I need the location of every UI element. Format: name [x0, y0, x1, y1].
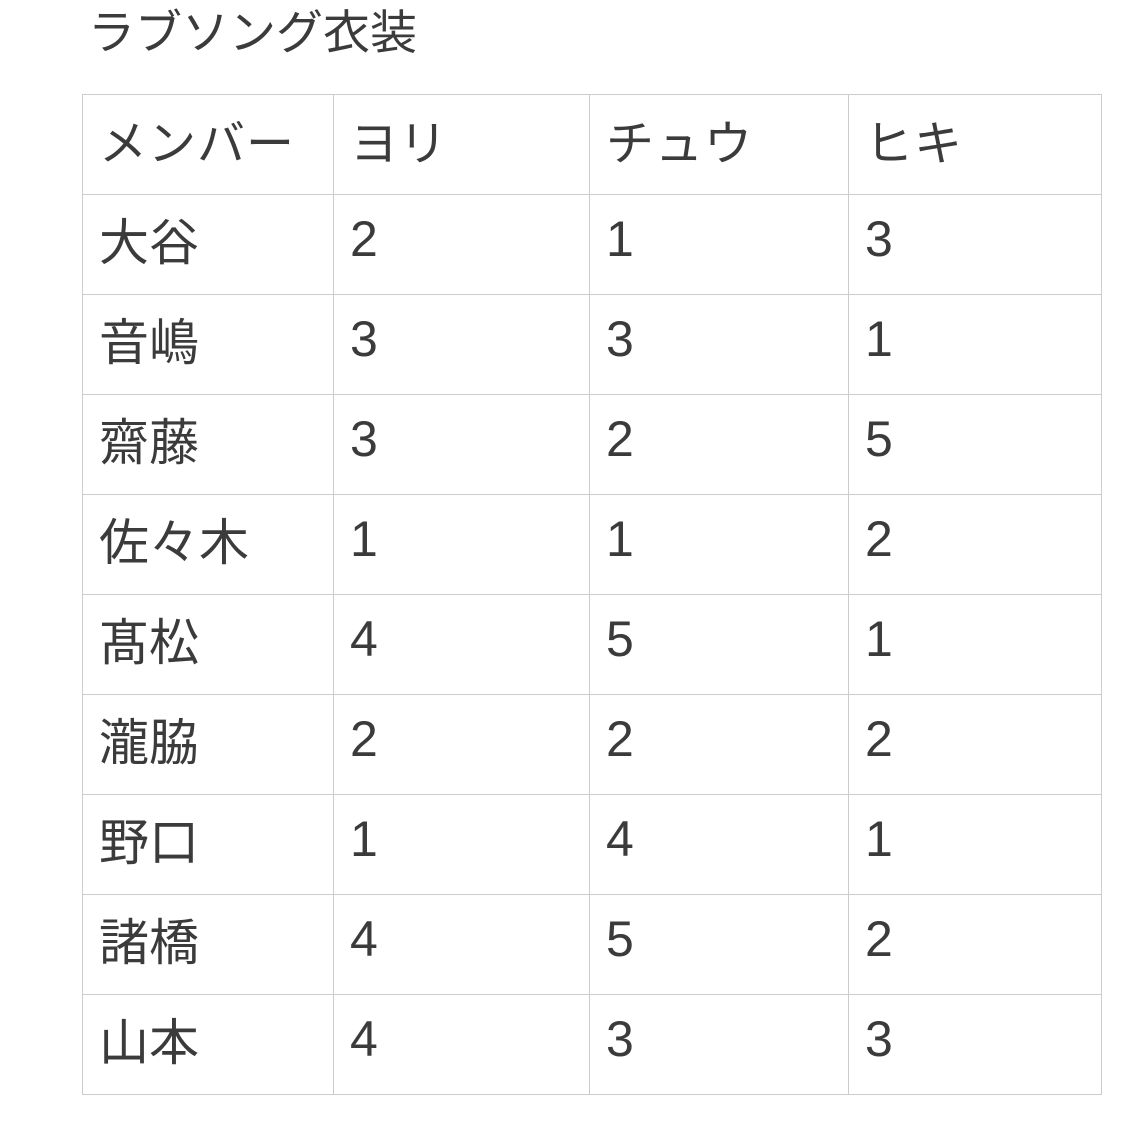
- value-cell: 1: [848, 794, 1102, 896]
- value-cell: 5: [848, 394, 1102, 496]
- table-body: 大谷 2 1 3 音嶋 3 3 1 齋藤 3 2 5 佐々木 1 1 2 髙松 4 5 1 瀧脇 2 2 2 野口 1 4 1 諸橋 4 5…: [82, 194, 1102, 1096]
- column-header-yori: ヨリ: [333, 94, 590, 196]
- value-cell: 1: [848, 594, 1102, 696]
- value-cell: 1: [589, 494, 849, 596]
- value-cell: 1: [333, 794, 590, 896]
- value-cell: 2: [848, 494, 1102, 596]
- page: ラブソング衣装 メンバー ヨリ チュウ ヒキ 大谷 2 1 3 音嶋 3 3 1 齋藤 3 2 5 佐々…: [0, 6, 1121, 1096]
- value-cell: 3: [589, 994, 849, 1096]
- column-header-chuu: チュウ: [589, 94, 849, 196]
- value-cell: 5: [589, 594, 849, 696]
- table-row: 佐々木 1 1 2: [82, 494, 1102, 596]
- value-cell: 4: [589, 794, 849, 896]
- member-cell: 瀧脇: [82, 694, 334, 796]
- value-cell: 3: [848, 994, 1102, 1096]
- member-cell: 野口: [82, 794, 334, 896]
- value-cell: 4: [333, 894, 590, 996]
- table-row: 野口 1 4 1: [82, 794, 1102, 896]
- column-header-hiki: ヒキ: [848, 94, 1102, 196]
- table-row: 諸橋 4 5 2: [82, 894, 1102, 996]
- member-cell: 大谷: [82, 194, 334, 296]
- table-row: 髙松 4 5 1: [82, 594, 1102, 696]
- member-cell: 齋藤: [82, 394, 334, 496]
- member-cell: 髙松: [82, 594, 334, 696]
- value-cell: 1: [848, 294, 1102, 396]
- value-cell: 2: [589, 694, 849, 796]
- value-cell: 3: [589, 294, 849, 396]
- table-row: 大谷 2 1 3: [82, 194, 1102, 296]
- value-cell: 1: [589, 194, 849, 296]
- header-row: メンバー ヨリ チュウ ヒキ: [82, 94, 1102, 196]
- table-row: 齋藤 3 2 5: [82, 394, 1102, 496]
- table-row: 山本 4 3 3: [82, 994, 1102, 1096]
- value-cell: 2: [848, 894, 1102, 996]
- member-cell: 山本: [82, 994, 334, 1096]
- page-title: ラブソング衣装: [88, 6, 417, 59]
- member-cell: 音嶋: [82, 294, 334, 396]
- value-cell: 2: [848, 694, 1102, 796]
- table-row: 音嶋 3 3 1: [82, 294, 1102, 396]
- member-cell: 諸橋: [82, 894, 334, 996]
- value-cell: 5: [589, 894, 849, 996]
- value-cell: 3: [333, 394, 590, 496]
- value-cell: 3: [333, 294, 590, 396]
- costume-table: メンバー ヨリ チュウ ヒキ 大谷 2 1 3 音嶋 3 3 1 齋藤 3 2 5 佐々木 1 1 2 髙松 4 5…: [82, 94, 1102, 1096]
- table-row: 瀧脇 2 2 2: [82, 694, 1102, 796]
- member-cell: 佐々木: [82, 494, 334, 596]
- value-cell: 1: [333, 494, 590, 596]
- column-header-member: メンバー: [82, 94, 334, 196]
- value-cell: 4: [333, 594, 590, 696]
- value-cell: 2: [333, 694, 590, 796]
- value-cell: 2: [333, 194, 590, 296]
- value-cell: 2: [589, 394, 849, 496]
- value-cell: 3: [848, 194, 1102, 296]
- value-cell: 4: [333, 994, 590, 1096]
